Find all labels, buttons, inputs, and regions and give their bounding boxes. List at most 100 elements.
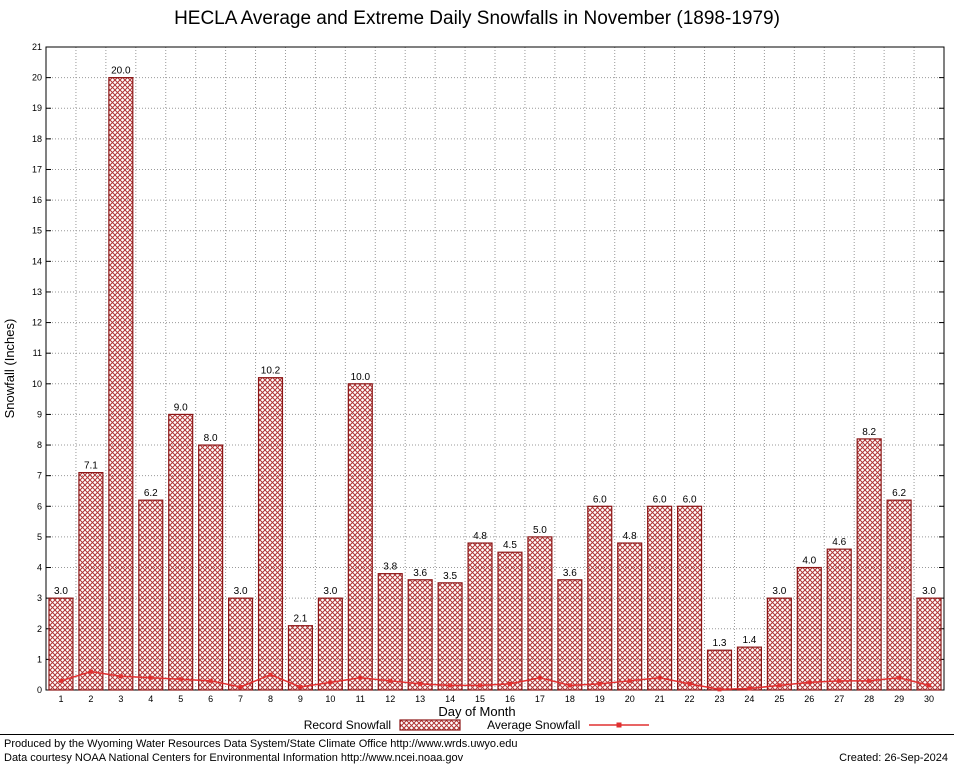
record-bar xyxy=(676,505,703,691)
bar-value-label: 9.0 xyxy=(174,402,188,413)
bar-value-label: 4.8 xyxy=(623,531,637,542)
x-tick-label: 5 xyxy=(178,694,183,704)
x-tick-label: 28 xyxy=(864,694,874,704)
record-bar xyxy=(886,499,912,691)
bar-value-label: 5.0 xyxy=(533,525,547,536)
x-tick-label: 14 xyxy=(445,694,455,704)
record-bar xyxy=(826,548,852,691)
footer-created-date: Created: 26-Sep-2024 xyxy=(839,752,948,764)
y-tick-label: 17 xyxy=(32,164,42,174)
average-marker xyxy=(178,677,183,682)
average-marker xyxy=(268,672,273,677)
x-tick-label: 21 xyxy=(655,694,665,704)
record-bar xyxy=(437,582,463,691)
average-marker xyxy=(58,678,63,683)
record-bar xyxy=(497,551,523,691)
average-snowfall-line xyxy=(60,670,930,691)
average-marker xyxy=(777,683,782,688)
average-marker xyxy=(88,669,93,674)
bar-value-label: 3.0 xyxy=(772,586,786,597)
bar-value-label: 3.0 xyxy=(922,586,936,597)
x-tick-label: 15 xyxy=(475,694,485,704)
x-tick-label: 1 xyxy=(58,694,63,704)
y-tick-label: 5 xyxy=(37,532,42,542)
y-tick-label: 9 xyxy=(37,409,42,419)
bar-value-label: 2.1 xyxy=(293,614,307,625)
record-snowfall-bars: 3.0 7.1 20.0 6.2 9.0 8.0 3.0 10.2 2.1 3.0 10.0 3.8 3… xyxy=(48,66,942,691)
x-tick-label: 8 xyxy=(268,694,273,704)
y-tick-label: 2 xyxy=(37,624,42,634)
x-tick-label: 6 xyxy=(208,694,213,704)
chart-title: HECLA Average and Extreme Daily Snowfall… xyxy=(174,8,780,29)
average-marker xyxy=(627,678,632,683)
bar-value-label: 7.1 xyxy=(84,461,98,472)
record-bar xyxy=(796,566,822,691)
legend-average-label: Average Snowfall xyxy=(487,718,581,732)
bar-value-label: 6.0 xyxy=(683,494,697,505)
average-marker xyxy=(148,675,153,680)
average-marker xyxy=(597,681,602,686)
bar-value-label: 3.8 xyxy=(383,562,397,573)
y-tick-label: 14 xyxy=(32,256,42,266)
x-tick-label: 3 xyxy=(118,694,123,704)
record-bar xyxy=(377,573,403,691)
record-bar xyxy=(198,444,224,691)
legend-average: Average Snowfall xyxy=(487,718,650,732)
record-bar xyxy=(916,597,942,691)
footer-produced-by: Produced by the Wyoming Water Resources … xyxy=(4,738,518,750)
bar-value-label: 4.0 xyxy=(802,556,816,567)
legend-record-label: Record Snowfall xyxy=(303,718,392,732)
average-marker xyxy=(867,678,872,683)
record-bar xyxy=(228,597,254,691)
average-marker xyxy=(328,680,333,685)
footer-data-courtesy: Data courtesy NOAA National Centers for … xyxy=(4,752,464,764)
average-marker xyxy=(238,684,243,689)
y-tick-label: 19 xyxy=(32,103,42,113)
bar-value-label: 3.6 xyxy=(563,568,577,579)
record-bar xyxy=(48,597,74,691)
chart-legend: Record Snowfall Average Snowfall xyxy=(0,718,954,732)
y-tick-label: 3 xyxy=(37,593,42,603)
average-marker xyxy=(388,678,393,683)
x-tick-label: 16 xyxy=(505,694,515,704)
record-bar xyxy=(527,536,553,691)
legend-record: Record Snowfall xyxy=(304,718,461,732)
bar-value-label: 3.5 xyxy=(443,571,457,582)
record-bar xyxy=(78,472,104,691)
bar-value-label: 6.0 xyxy=(653,494,667,505)
bar-value-label: 3.0 xyxy=(54,586,68,597)
average-marker xyxy=(567,683,572,688)
x-axis-label: Day of Month xyxy=(438,704,516,719)
footer: Produced by the Wyoming Water Resources … xyxy=(0,734,954,768)
x-tick-label: 23 xyxy=(714,694,724,704)
x-tick-label: 10 xyxy=(325,694,335,704)
y-tick-label: 10 xyxy=(32,379,42,389)
x-tick-label: 12 xyxy=(385,694,395,704)
x-axis: 1 2 3 4 5 6 7 8 9 10 11 12 13 14 15 16 17 18 19 20 21 22 23 24 2… xyxy=(58,694,934,704)
x-tick-label: 26 xyxy=(804,694,814,704)
y-tick-label: 13 xyxy=(32,287,42,297)
y-tick-label: 1 xyxy=(37,654,42,664)
y-tick-label: 8 xyxy=(37,440,42,450)
average-marker xyxy=(507,681,512,686)
bar-value-label: 10.0 xyxy=(351,372,371,383)
bar-value-label: 8.0 xyxy=(204,433,218,444)
record-bar xyxy=(138,499,164,691)
average-marker xyxy=(927,683,932,688)
y-tick-label: 6 xyxy=(37,501,42,511)
y-tick-label: 11 xyxy=(33,348,42,358)
average-swatch-marker xyxy=(616,722,622,728)
average-marker xyxy=(478,683,483,688)
x-tick-label: 29 xyxy=(894,694,904,704)
record-bar xyxy=(766,597,792,691)
average-marker xyxy=(807,680,812,685)
y-tick-label: 21 xyxy=(32,42,42,52)
record-bar xyxy=(856,438,882,691)
record-bar xyxy=(587,505,613,691)
bar-value-label: 6.2 xyxy=(892,488,906,499)
bar-value-label: 6.0 xyxy=(593,494,607,505)
record-bar xyxy=(168,413,194,691)
record-bar xyxy=(706,649,733,691)
